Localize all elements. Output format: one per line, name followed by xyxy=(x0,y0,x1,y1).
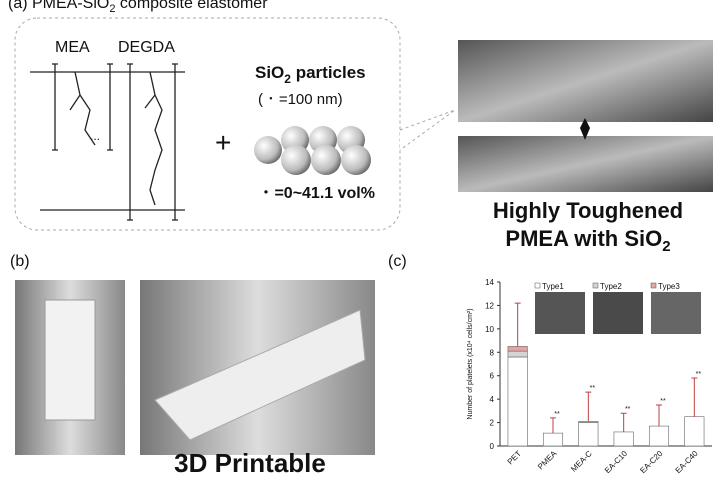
y-tick-label: 12 xyxy=(485,301,494,310)
y-tick-label: 4 xyxy=(490,395,495,404)
x-tick-label: MEA-C xyxy=(569,449,594,474)
legend-swatch xyxy=(535,283,540,288)
panel-b-label: (b) xyxy=(10,253,30,270)
x-tick-label: PMEA xyxy=(536,449,559,472)
title-part: PMEA-SiO xyxy=(32,0,109,12)
bar-segment xyxy=(508,357,527,446)
panel-b-caption: 3D Printable xyxy=(174,448,326,478)
y-axis-label: Number of platelets (x10⁴ cells/cm²) xyxy=(467,308,474,419)
bar-segment xyxy=(649,426,668,446)
y-tick-label: 6 xyxy=(490,372,495,381)
x-tick-label: EA-C20 xyxy=(638,449,665,476)
error-bar xyxy=(621,413,627,432)
panel-a-title: PMEA-SiO2 composite elastomer xyxy=(32,0,268,15)
result-line-2: PMEA with SiO2 xyxy=(505,226,670,255)
title-part: composite elastomer xyxy=(115,0,268,12)
bar-segment xyxy=(579,421,598,422)
result-part: PMEA with SiO xyxy=(505,226,662,251)
significance: ** xyxy=(590,385,596,392)
particles-label: SiO2 particles xyxy=(255,63,366,86)
bar-segment xyxy=(579,423,598,446)
result-sub: 2 xyxy=(662,238,670,255)
x-tick-label: EA-C10 xyxy=(603,449,630,476)
result-line-1: Highly Toughened xyxy=(493,198,683,223)
y-tick-label: 14 xyxy=(485,278,494,287)
plus: + xyxy=(215,127,231,158)
monomer-2: DEGDA xyxy=(118,39,175,56)
panel-c-label: (c) xyxy=(388,253,407,270)
bar-segment xyxy=(614,432,633,446)
callout xyxy=(400,110,455,150)
bar-segment xyxy=(508,346,527,351)
significance: ** xyxy=(554,411,560,418)
panel-a-label: (a) xyxy=(8,0,28,12)
y-tick-label: 8 xyxy=(490,348,495,357)
significance: ** xyxy=(696,371,702,378)
legend-swatch xyxy=(651,283,656,288)
error-bar xyxy=(656,405,662,426)
sem-image-top xyxy=(458,40,713,122)
error-bar xyxy=(691,378,697,417)
bar-segment xyxy=(543,433,562,446)
particles xyxy=(254,126,371,175)
bar-segment xyxy=(508,351,527,357)
dots: ... xyxy=(90,129,100,143)
y-tick-label: 2 xyxy=(490,419,495,428)
legend-label: Type1 xyxy=(542,282,564,291)
diameter: ( ･ =100 nm) xyxy=(258,91,343,108)
error-bar xyxy=(550,418,556,433)
y-tick-label: 10 xyxy=(485,325,494,334)
label-part: particles xyxy=(291,63,366,82)
monomer-1: MEA xyxy=(55,39,90,56)
x-tick-label: PET xyxy=(506,449,523,466)
y-tick-label: 0 xyxy=(490,442,495,451)
legend-label: Type3 xyxy=(658,282,680,291)
error-bar xyxy=(515,303,521,346)
significance: ** xyxy=(625,406,631,413)
insets xyxy=(535,292,701,334)
legend-swatch xyxy=(593,283,598,288)
figure: (a) PMEA-SiO2 composite elastomer MEA DE… xyxy=(0,0,721,480)
bar-segment xyxy=(685,417,704,446)
x-tick-label: EA-C40 xyxy=(674,449,701,476)
label-part: SiO xyxy=(255,63,284,82)
sem-image-bottom xyxy=(458,136,713,192)
structure xyxy=(30,64,185,220)
significance: ** xyxy=(660,398,666,405)
printed-tower xyxy=(45,300,95,420)
error-bar xyxy=(585,392,591,421)
fraction: ･ =0~41.1 vol% xyxy=(262,185,375,202)
legend-label: Type2 xyxy=(600,282,622,291)
